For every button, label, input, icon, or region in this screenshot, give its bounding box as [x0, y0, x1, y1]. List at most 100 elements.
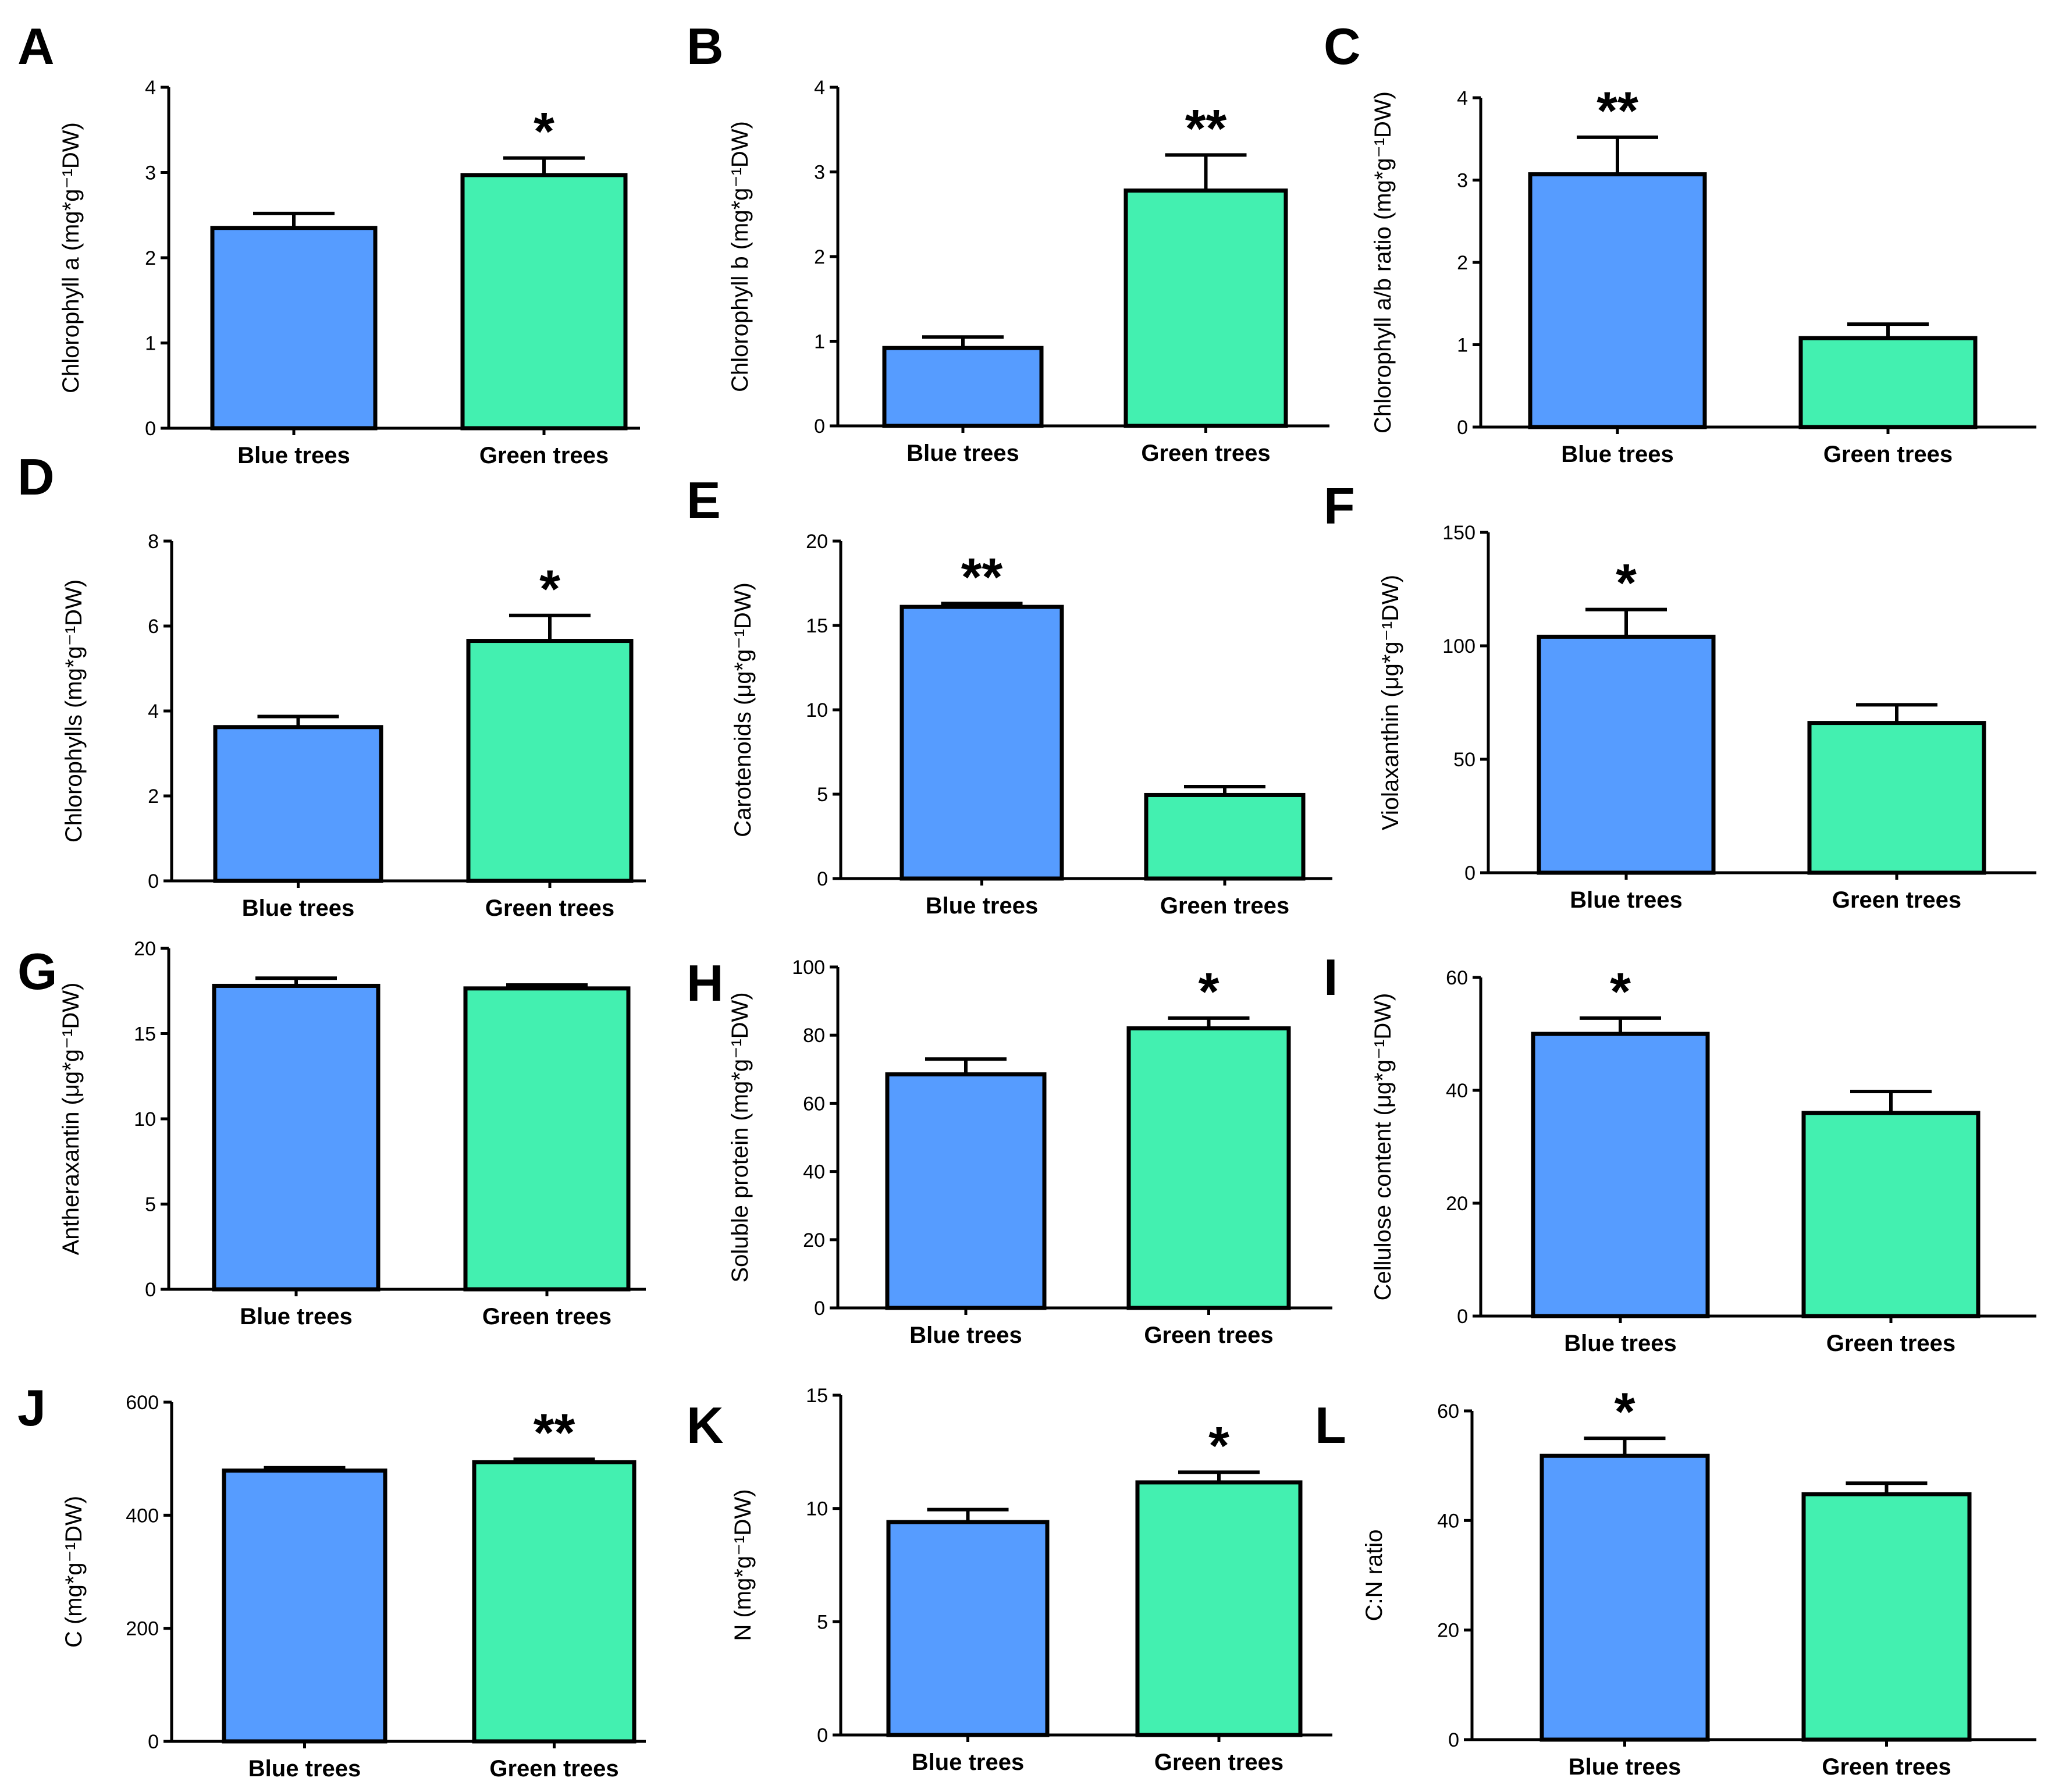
bar-blue-trees	[210, 226, 378, 431]
y-tick-label: 50	[1453, 749, 1475, 771]
panel-G: G 0 5 10 15 20 Antheraxantin (μg*g⁻¹DW) Blue tr…	[17, 938, 646, 1329]
y-tick-label: 3	[145, 162, 156, 184]
category-label: Green trees	[485, 895, 614, 921]
bar-green-trees	[1801, 1492, 1972, 1742]
y-tick-label: 0	[814, 415, 825, 438]
bar-green-trees	[1144, 792, 1306, 881]
y-tick-label: 40	[1437, 1510, 1459, 1532]
panel-K: K 0 5 10 15 N (mg*g⁻¹DW) Blue trees Green trees…	[687, 1385, 1332, 1775]
y-tick-label: 2	[145, 247, 156, 269]
y-tick-label: 20	[1437, 1620, 1459, 1642]
y-tick-label: 400	[126, 1505, 159, 1527]
bar-blue-trees	[885, 1072, 1047, 1310]
panel-letter: A	[17, 17, 55, 75]
panel-letter: G	[17, 943, 57, 1000]
y-axis-label: Cellulose content (μg*g⁻¹DW)	[1370, 993, 1396, 1301]
y-axis-label: Antheraxantin (μg*g⁻¹DW)	[58, 983, 84, 1256]
y-tick-label: 10	[806, 699, 828, 721]
y-tick-label: 0	[1448, 1729, 1459, 1751]
y-tick-label: 5	[817, 784, 828, 806]
y-tick-label: 5	[817, 1611, 828, 1633]
bar-green-trees	[1135, 1480, 1303, 1737]
panel-letter: J	[17, 1379, 46, 1437]
significance-marker: *	[534, 102, 554, 162]
category-label: Green trees	[1832, 887, 1961, 913]
panel-letter: K	[687, 1396, 724, 1454]
y-tick-label: 4	[145, 77, 156, 99]
y-tick-label: 2	[148, 785, 159, 808]
y-tick-label: 1	[814, 331, 825, 353]
category-label: Green trees	[1144, 1322, 1273, 1348]
y-tick-label: 0	[148, 1731, 159, 1753]
bar-green-trees	[466, 639, 634, 883]
y-tick-label: 2	[814, 246, 825, 268]
y-tick-label: 80	[803, 1025, 825, 1047]
y-tick-label: 40	[1446, 1080, 1468, 1102]
significance-marker: *	[539, 560, 560, 619]
y-tick-label: 3	[814, 162, 825, 184]
bar-blue-trees	[1528, 172, 1707, 429]
y-tick-label: 0	[817, 868, 828, 890]
panel-E: E 0 5 10 15 20 Carotenoids (μg*g⁻¹DW) Blue tree…	[687, 471, 1332, 919]
y-tick-label: 1	[1457, 335, 1468, 357]
y-tick-label: 60	[1446, 967, 1468, 989]
category-label: Green trees	[1822, 1754, 1951, 1780]
bar-green-trees	[1123, 189, 1288, 428]
category-label: Blue trees	[248, 1756, 361, 1782]
panel-letter: D	[17, 448, 55, 506]
y-tick-label: 20	[1446, 1193, 1468, 1215]
y-tick-label: 600	[126, 1392, 159, 1414]
y-tick-label: 1	[145, 333, 156, 355]
y-axis-label: Carotenoids (μg*g⁻¹DW)	[730, 582, 756, 837]
y-tick-label: 4	[814, 77, 825, 99]
bar-blue-trees	[222, 1469, 387, 1744]
bar-blue-trees	[886, 1520, 1050, 1737]
category-label: Green trees	[1154, 1750, 1283, 1775]
significance-marker: *	[1199, 962, 1219, 1022]
bar-blue-trees	[1537, 634, 1716, 875]
y-tick-label: 15	[134, 1023, 156, 1046]
category-label: Green trees	[1160, 893, 1289, 919]
bar-green-trees	[472, 1460, 637, 1744]
y-tick-label: 0	[1457, 417, 1468, 439]
panel-J: J 0 200 400 600 C (mg*g⁻¹DW) Blue trees Green t…	[17, 1379, 646, 1782]
panel-B: B 0 1 2 3 4 Chlorophyll b (mg*g⁻¹DW) Blue trees…	[687, 17, 1329, 466]
panel-L: L 0 20 40 60 C:N ratio Blue trees * Green trees	[1315, 1382, 2036, 1780]
bar-blue-trees	[1539, 1453, 1710, 1742]
bar-green-trees	[463, 986, 631, 1292]
category-label: Blue trees	[1561, 442, 1673, 467]
y-axis-label: Violaxanthin (μg*g⁻¹DW)	[1378, 575, 1403, 830]
y-tick-label: 8	[148, 531, 159, 553]
bar-green-trees	[1798, 336, 1978, 429]
y-tick-label: 100	[1442, 635, 1475, 657]
y-axis-label: C (mg*g⁻¹DW)	[61, 1496, 87, 1648]
y-tick-label: 60	[803, 1093, 825, 1115]
y-tick-label: 10	[806, 1498, 828, 1520]
significance-marker: *	[1610, 962, 1631, 1022]
y-axis-label: Chlorophyll a (mg*g⁻¹DW)	[58, 122, 84, 393]
y-axis-label: Chlorophyll b (mg*g⁻¹DW)	[727, 121, 753, 392]
category-label: Green trees	[1826, 1331, 1955, 1356]
y-tick-label: 4	[148, 701, 159, 723]
significance-marker: **	[1185, 99, 1227, 158]
y-tick-label: 100	[792, 957, 825, 979]
y-tick-label: 200	[126, 1618, 159, 1640]
panel-letter: I	[1324, 948, 1338, 1006]
y-tick-label: 60	[1437, 1400, 1459, 1423]
y-tick-label: 15	[806, 1385, 828, 1407]
y-tick-label: 0	[1464, 862, 1475, 884]
y-axis-label: Chlorophyll a/b ratio (mg*g⁻¹DW)	[1370, 91, 1396, 433]
panel-D: D 0 2 4 6 8 Chlorophylls (mg*g⁻¹DW) Blue trees G…	[17, 448, 646, 921]
bar-green-trees	[1126, 1026, 1291, 1310]
bar-blue-trees	[212, 983, 381, 1292]
significance-marker: **	[961, 547, 1003, 607]
category-label: Green trees	[489, 1756, 618, 1782]
bar-blue-trees	[213, 725, 383, 883]
y-tick-label: 15	[806, 615, 828, 637]
panel-F: F 0 50 100 150 Violaxanthin (μg*g⁻¹DW) Blue tr…	[1324, 477, 2036, 913]
y-tick-label: 0	[145, 1279, 156, 1301]
category-label: Blue trees	[1569, 1754, 1681, 1780]
bar-blue-trees	[882, 346, 1044, 428]
y-tick-label: 0	[1457, 1306, 1468, 1328]
significance-marker: *	[1616, 554, 1637, 613]
